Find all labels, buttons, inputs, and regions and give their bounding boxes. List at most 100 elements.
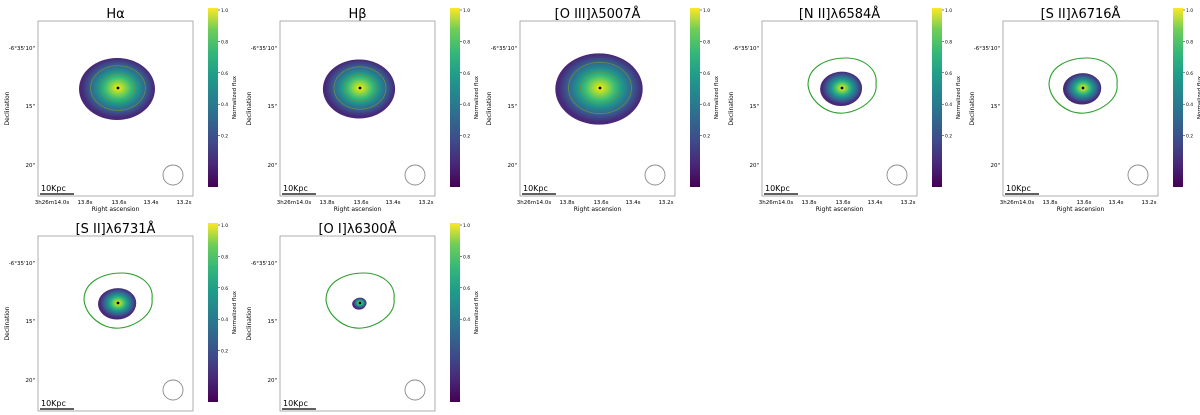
x-tick-label: 13.6s [111,200,126,206]
y-tick-label: -6°35'10" [251,261,277,267]
x-axis-label: Right ascension [816,206,864,213]
y-axis-label: Declination [969,91,976,125]
colorbar-tick-label: 0.6 [221,71,228,77]
x-tick-label: 13.4s [385,200,400,206]
x-tick-label: 13.2s [658,200,673,206]
colorbar [450,223,460,402]
y-axis-label: Declination [4,306,11,340]
flux-contour [568,61,632,115]
y-tick-label: 15" [749,104,759,110]
x-tick-label: 3h26m14.0s [759,200,794,206]
flux-contour [100,73,136,103]
green-outline-contour [807,57,877,114]
colorbar-tick-label: 0.2 [703,134,710,140]
y-tick-label: 15" [267,104,277,110]
colorbar [932,8,942,187]
colorbar-tick-label: 0.6 [1186,71,1193,77]
flux-contour [333,66,387,110]
y-axis-label: Declination [4,91,11,125]
y-tick-label: 20" [267,163,277,169]
x-tick-label: 13.2s [900,200,915,206]
y-tick-label: 15" [25,104,35,110]
green-outline-contour [325,272,395,329]
y-tick-label: 15" [267,319,277,325]
panel-title: [O I]λ6300Å [318,221,396,237]
colorbar-tick-label: 1.0 [463,223,470,229]
center-marker [116,86,120,90]
y-axis-label: Declination [246,306,253,340]
x-tick-label: 13.6s [835,200,850,206]
panel-title: Hβ [348,7,366,22]
colorbar-tick-label: 0.2 [463,134,470,140]
map-panel: [N II]λ6584Å 10Kpc -6°35'10" 15" 20" Declinat… [728,6,962,213]
scale-bar-label: 10Kpc [523,184,548,193]
colorbar-tick-label: 0.2 [221,134,228,140]
colorbar-tick-label: 0.4 [703,102,710,108]
colorbar-tick-label: 0.4 [1186,102,1193,108]
x-tick-label: 13.8s [319,200,334,206]
colorbar-label: Normalized flux [1197,75,1200,119]
colorbar-tick-label: 1.0 [1186,8,1193,14]
colorbar-tick-label: 0.6 [221,286,228,292]
flux-contour [579,71,621,105]
colorbar [208,223,218,402]
colorbar-tick-label: 0.4 [463,317,470,323]
colorbar-tick-label: 0.8 [463,39,470,45]
panel-title: [S II]λ6716Å [1041,6,1121,22]
colorbar-tick-label: 0.8 [221,39,228,45]
colorbar-tick-label: 0.4 [221,317,228,323]
x-tick-label: 13.8s [559,200,574,206]
x-tick-label: 13.4s [1108,200,1123,206]
y-tick-label: 20" [25,378,35,384]
y-tick-label: 20" [25,163,35,169]
beam-circle [404,164,426,186]
colorbar-tick-label: 0.8 [221,254,228,260]
y-tick-label: 20" [990,163,1000,169]
colorbar [690,8,700,187]
scale-bar-label: 10Kpc [41,184,66,193]
x-tick-label: 13.2s [176,200,191,206]
x-tick-label: 13.8s [801,200,816,206]
scale-bar-label: 10Kpc [765,184,790,193]
scale-bar-label: 10Kpc [283,399,308,408]
y-tick-label: -6°35'10" [9,46,35,52]
beam-circle [162,379,184,401]
beam-circle [886,164,908,186]
colorbar-tick-label: 1.0 [703,8,710,14]
colorbar [450,8,460,187]
x-axis-label: Right ascension [574,206,622,213]
center-marker [116,301,120,305]
green-outline-contour [1048,57,1118,114]
colorbar-tick-label: 0.4 [463,102,470,108]
y-tick-label: -6°35'10" [9,261,35,267]
x-tick-label: 13.6s [353,200,368,206]
colorbar-label: Normalized flux [232,75,238,119]
center-marker [358,86,362,90]
plot-frame [1002,20,1159,197]
panel-title: [S II]λ6731Å [76,221,156,237]
colorbar-tick-label: 0.2 [221,349,228,355]
y-tick-label: 15" [990,104,1000,110]
map-panel: [O I]λ6300Å 10Kpc -6°35'10" 15" 20" Declinati… [246,221,480,412]
x-tick-label: 13.6s [1076,200,1091,206]
colorbar-label: Normalized flux [956,75,962,119]
colorbar-tick-label: 0.4 [945,102,952,108]
colorbar-tick-label: 0.4 [221,102,228,108]
x-tick-label: 3h26m14.0s [517,200,552,206]
y-tick-label: -6°35'10" [251,46,277,52]
plot-frame [761,20,918,197]
x-tick-label: 3h26m14.0s [35,200,70,206]
colorbar [208,8,218,187]
beam-circle [1127,164,1149,186]
colorbar-label: Normalized flux [474,290,480,334]
y-tick-label: 20" [267,378,277,384]
center-marker [1081,86,1085,90]
map-panel: Hα 10Kpc -6°35'10" 15" 20" Declination 3h26m14… [4,7,238,213]
x-tick-label: 3h26m14.0s [277,200,312,206]
beam-circle [644,164,666,186]
colorbar-tick-label: 0.8 [945,39,952,45]
x-tick-label: 13.8s [77,200,92,206]
colorbar-tick-label: 1.0 [945,8,952,14]
panel-title: [O III]λ5007Å [555,6,641,22]
y-tick-label: 20" [749,163,759,169]
